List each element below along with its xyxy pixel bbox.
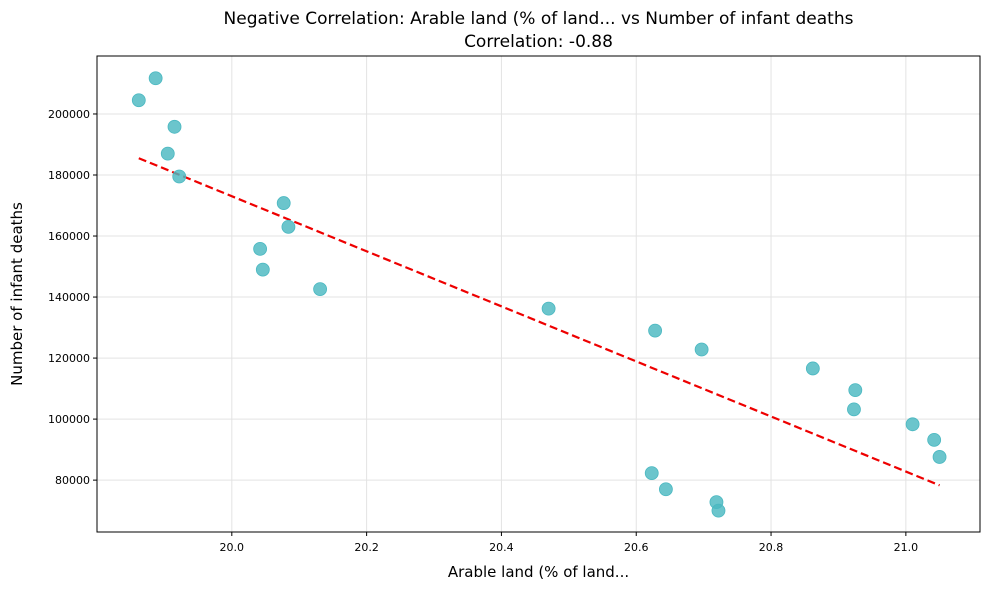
x-tick-label: 20.8 xyxy=(759,541,784,554)
x-axis-label: Arable land (% of land... xyxy=(448,563,629,581)
data-point xyxy=(648,323,663,338)
data-point xyxy=(131,93,146,108)
y-tick-label: 200000 xyxy=(48,108,90,121)
data-point xyxy=(255,262,270,277)
ticks-layer: 20.0 20.2 20.4 20.6 20.8 21.0 80000 100000 12000… xyxy=(48,108,918,554)
data-point xyxy=(541,301,556,316)
y-tick-label: 80000 xyxy=(55,474,90,487)
data-point xyxy=(694,342,709,357)
data-point xyxy=(932,450,947,464)
data-point xyxy=(172,169,187,184)
y-tick-label: 120000 xyxy=(48,352,90,365)
x-tick-label: 20.6 xyxy=(624,541,649,554)
x-tick-label: 20.2 xyxy=(354,541,379,554)
points-layer xyxy=(131,71,947,518)
x-tick-label: 20.0 xyxy=(220,541,245,554)
y-tick-label: 140000 xyxy=(48,291,90,304)
chart-subtitle: Correlation: -0.88 xyxy=(464,32,613,52)
grid-layer xyxy=(97,56,980,532)
data-point xyxy=(281,219,296,234)
data-point xyxy=(276,196,291,210)
y-tick-label: 180000 xyxy=(48,169,90,182)
data-point xyxy=(253,241,268,256)
data-point xyxy=(905,417,920,432)
data-point xyxy=(313,282,328,297)
data-point xyxy=(658,482,673,497)
data-point xyxy=(927,432,942,447)
y-axis-label: Number of infant deaths xyxy=(8,202,26,386)
data-point xyxy=(167,119,182,134)
data-point xyxy=(160,146,175,161)
y-tick-label: 160000 xyxy=(48,230,90,243)
data-point xyxy=(847,402,861,417)
trendline xyxy=(138,157,940,487)
data-point xyxy=(805,361,820,376)
y-tick-label: 100000 xyxy=(48,413,90,426)
x-tick-label: 20.4 xyxy=(489,541,514,554)
data-point xyxy=(711,503,726,518)
data-point xyxy=(644,466,659,481)
data-point xyxy=(148,71,163,86)
x-tick-label: 21.0 xyxy=(894,541,919,554)
trendline-layer xyxy=(138,157,940,487)
chart-title: Negative Correlation: Arable land (% of … xyxy=(224,9,854,29)
plot-frame xyxy=(96,55,981,533)
data-point xyxy=(848,383,863,398)
